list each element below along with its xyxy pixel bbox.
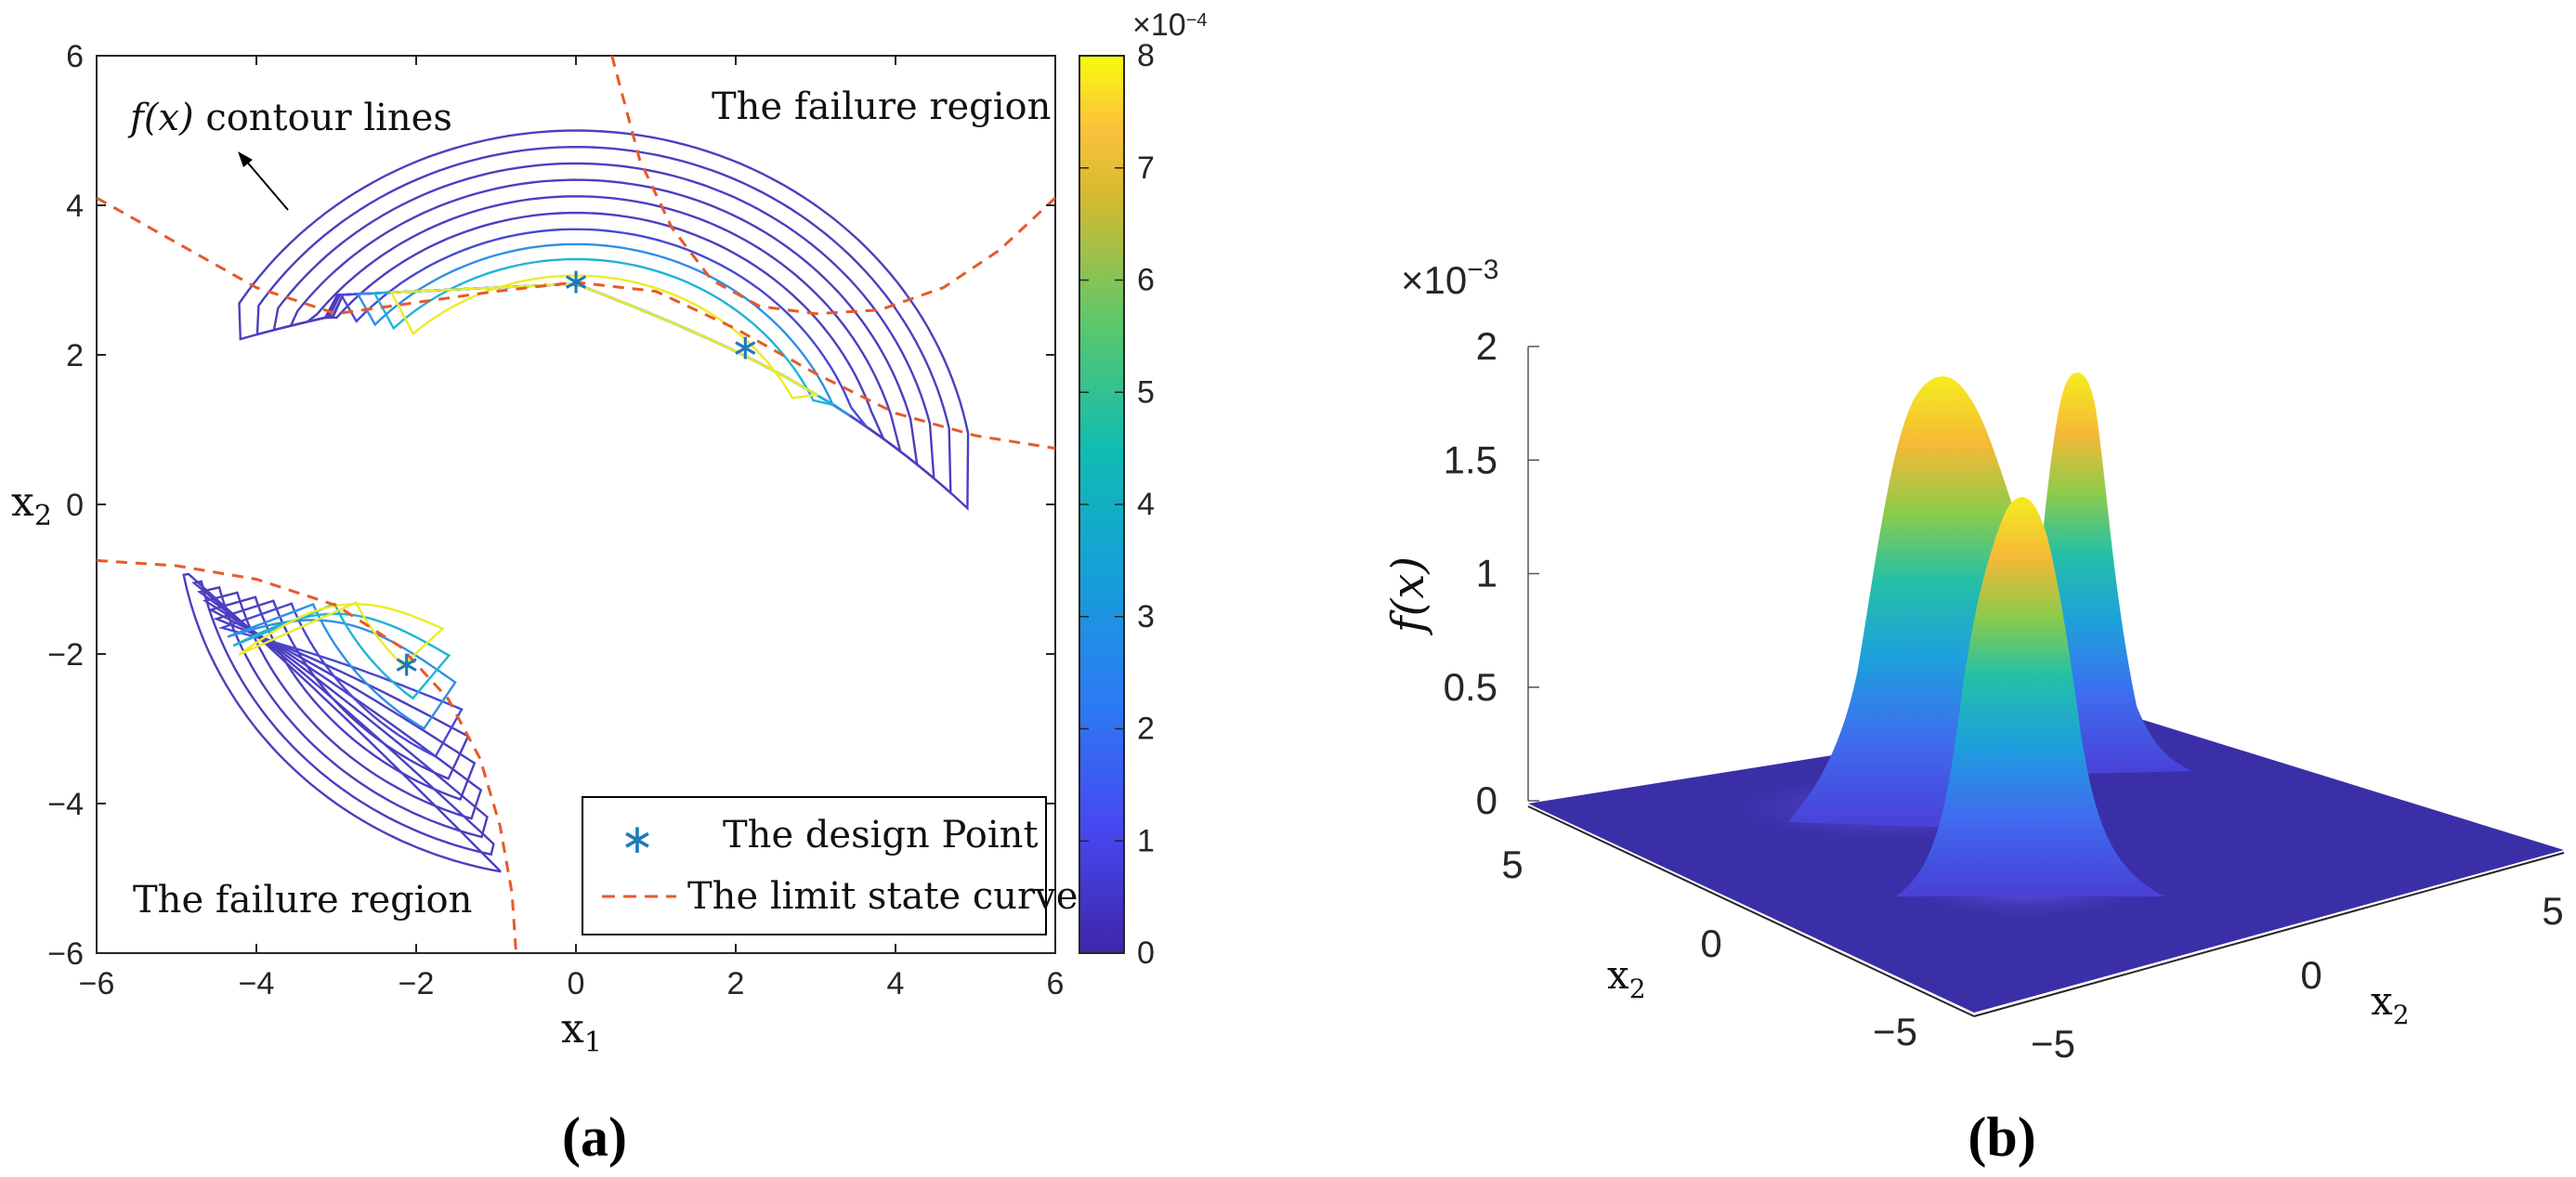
x-tick-label: −4 (239, 966, 275, 1001)
z-tick-label: 2 (1476, 324, 1497, 368)
panel-a: ∗ ∗ ∗ −6 −4 −2 0 2 4 6 −6 −4 −2 0 2 4 6 x1 x2 f(x) con… (11, 7, 1208, 1168)
contour-line-lower (207, 595, 477, 801)
design-point-legend-marker: ∗ (621, 816, 655, 863)
z-axis-label: f(x) (1382, 556, 1434, 635)
x-tick-label: 6 (1047, 966, 1065, 1001)
left-axis-tick-label: 5 (1501, 843, 1523, 886)
legend-a: ∗ The design Point The limit state curve (582, 796, 1078, 935)
y-tick-label: 6 (66, 39, 84, 74)
legend-design-point: The design Point (723, 814, 1039, 857)
colorbar-tick-label: 6 (1137, 263, 1155, 298)
right-axis-line (1973, 852, 2565, 1017)
y-tick-label: −6 (47, 936, 84, 972)
legend-limit-curve: The limit state curve (687, 875, 1078, 918)
y-tick-label: 2 (66, 338, 84, 373)
y-tick-label: 0 (66, 488, 84, 523)
y-tick-label: −2 (47, 637, 84, 673)
right-axis-tick-label: −5 (2031, 1022, 2075, 1066)
z-tick-label: 1.5 (1444, 438, 1497, 481)
panel-label-b: (b) (1968, 1106, 2035, 1168)
colorbar-tick-label: 3 (1137, 599, 1155, 634)
legend-box (582, 796, 1047, 935)
failure-region-bottom-label: The failure region (133, 879, 472, 922)
contour-line-lower (191, 580, 495, 857)
colorbar: 0 1 2 3 4 5 6 7 8 ×10−4 (1079, 7, 1208, 971)
right-axis-tick-label: 5 (2542, 889, 2563, 933)
contour-line-upper (389, 274, 820, 399)
x-ticks-a: −6 −4 −2 0 2 4 6 (79, 56, 1065, 1001)
z-exponent: ×10−3 (1401, 255, 1498, 302)
limit-state-curves (97, 56, 1055, 953)
colorbar-tick-label: 8 (1137, 38, 1155, 73)
colorbar-tick-label: 4 (1137, 487, 1155, 522)
left-axis-label: x2 (1607, 952, 1646, 1004)
y-tick-label: −4 (47, 787, 84, 822)
colorbar-tick-label: 1 (1137, 823, 1155, 858)
colorbar-ticks: 0 1 2 3 4 5 6 7 8 (1079, 38, 1155, 971)
x-tick-label: 0 (568, 966, 585, 1001)
panel-label-a: (a) (562, 1106, 627, 1168)
colorbar-tick-label: 0 (1137, 935, 1155, 971)
z-tick-label: 0 (1476, 778, 1497, 822)
x-tick-label: −6 (79, 966, 115, 1001)
annotation-arrow (238, 151, 289, 211)
left-axis-tick-label: −5 (1873, 1010, 1917, 1053)
x-axis-label-a: x1 (561, 1005, 602, 1059)
right-axis-tick-label: 0 (2300, 953, 2321, 997)
colorbar-exponent: ×10−4 (1132, 7, 1208, 43)
contour-line-lower (232, 602, 451, 700)
colorbar-tick-label: 2 (1137, 712, 1155, 747)
design-point-marker: ∗ (730, 326, 760, 367)
contour-line-lower (182, 572, 502, 873)
surface-peak-front (1895, 497, 2164, 896)
contour-line-lower (213, 599, 470, 780)
panel-b: 00.511.52 50−5 −505 ×10−3 f(x) x2 x2 (b) (1382, 255, 2565, 1168)
limit-state-curve-upper (97, 196, 1055, 451)
right-axis-label: x2 (2371, 978, 2410, 1030)
left-axis-line (1527, 805, 1975, 1017)
contour-line-lower (203, 591, 483, 820)
design-point-marker: ∗ (392, 644, 422, 685)
z-ticks: 0 0.5 1 1.5 2 (1444, 324, 1539, 822)
z-tick-label: 1 (1476, 552, 1497, 595)
design-points: ∗ ∗ ∗ (392, 261, 760, 685)
y-axis-label-a: x2 (11, 478, 52, 532)
z-tick-label: 0.5 (1444, 665, 1497, 709)
colorbar-tick-label: 7 (1137, 150, 1155, 186)
contour-line-lower (238, 601, 445, 667)
left-axis-tick-label: 0 (1700, 922, 1721, 965)
x-tick-label: 2 (727, 966, 745, 1001)
x-tick-label: 4 (887, 966, 905, 1001)
y-tick-label: 4 (66, 189, 84, 224)
limit-state-curve-right (610, 56, 1055, 316)
failure-region-top-label: The failure region (712, 85, 1051, 128)
design-point-marker: ∗ (561, 261, 591, 302)
y-ticks-a: −6 −4 −2 0 2 4 6 (47, 39, 1055, 972)
contour-line-lower (217, 602, 464, 758)
colorbar-tick-label: 5 (1137, 374, 1155, 410)
limit-state-curve-lower (97, 558, 517, 953)
right-axis-ticks: −5 0 5 (2031, 889, 2564, 1066)
left-axis-ticks: 5 0 −5 (1501, 843, 1917, 1053)
x-tick-label: −2 (399, 966, 435, 1001)
contour-lines-annotation: f(x) contour lines (127, 97, 452, 139)
